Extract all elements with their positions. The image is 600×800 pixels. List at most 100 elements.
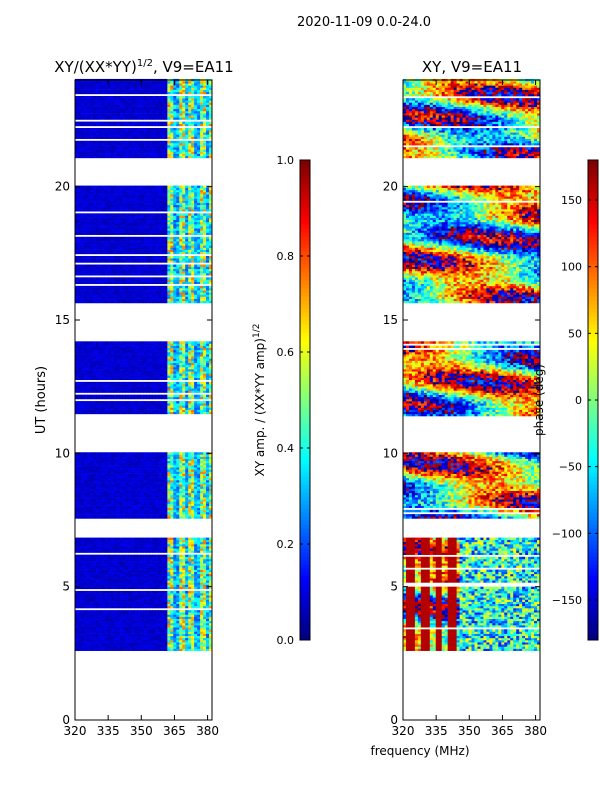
heatmap-cell (200, 644, 203, 646)
heatmap-cell (144, 512, 147, 514)
heatmap-cell (179, 625, 182, 627)
heatmap-cell (206, 495, 209, 497)
heatmap-cell (126, 510, 129, 512)
heatmap-cell (152, 454, 155, 456)
heatmap-cell (99, 384, 102, 386)
heatmap-cell (102, 403, 105, 405)
heatmap-cell (129, 544, 132, 546)
heatmap-cell (164, 561, 167, 563)
heatmap-cell (146, 591, 149, 593)
heatmap-cell (111, 471, 114, 473)
heatmap-cell (78, 638, 81, 640)
heatmap-cell (170, 629, 173, 631)
heatmap-cell (96, 602, 99, 604)
heatmap-cell (141, 491, 144, 493)
heatmap-cell (84, 512, 87, 514)
heatmap-cell (203, 478, 206, 480)
heatmap-cell (132, 550, 135, 552)
heatmap-cell (138, 510, 141, 512)
heatmap-cell (164, 565, 167, 567)
heatmap-cell (206, 582, 209, 584)
heatmap-cell (149, 629, 152, 631)
heatmap-cell (90, 497, 93, 499)
heatmap-cell (200, 602, 203, 604)
heatmap-cell (81, 570, 84, 572)
heatmap-cell (185, 495, 188, 497)
heatmap-cell (206, 516, 209, 518)
heatmap-cell (93, 555, 96, 557)
heatmap-cell (93, 610, 96, 612)
heatmap-cell (170, 578, 173, 580)
heatmap-cell (84, 638, 87, 640)
heatmap-cell (117, 582, 120, 584)
heatmap-cell (93, 386, 96, 388)
heatmap-cell (99, 614, 102, 616)
heatmap-cell (99, 506, 102, 508)
heatmap-cell (87, 604, 90, 606)
heatmap-cell (75, 644, 78, 646)
heatmap-cell (144, 644, 147, 646)
heatmap-cell (206, 476, 209, 478)
heatmap-cell (179, 627, 182, 629)
heatmap-cell (191, 563, 194, 565)
heatmap-cell (135, 514, 138, 516)
heatmap-cell (93, 484, 96, 486)
heatmap-cell (114, 410, 117, 412)
heatmap-cell (111, 373, 114, 375)
heatmap-cell (161, 410, 164, 412)
heatmap-cell (78, 604, 81, 606)
heatmap-cell (158, 499, 161, 501)
heatmap-cell (197, 503, 200, 505)
heatmap-cell (146, 631, 149, 633)
heatmap-cell (146, 627, 149, 629)
heatmap-cell (114, 508, 117, 510)
heatmap-cell (111, 465, 114, 467)
heatmap-cell (135, 610, 138, 612)
heatmap-cell (99, 459, 102, 461)
heatmap-cell (123, 582, 126, 584)
heatmap-cell (81, 546, 84, 548)
heatmap-cell (78, 512, 81, 514)
heatmap-cell (75, 516, 78, 518)
heatmap-cell (81, 489, 84, 491)
heatmap-cell (126, 486, 129, 488)
heatmap-cell (129, 614, 132, 616)
heatmap-cell (176, 514, 179, 516)
heatmap-cell (135, 638, 138, 640)
heatmap-cell (173, 640, 176, 642)
heatmap-cell (117, 567, 120, 569)
heatmap-cell (75, 570, 78, 572)
heatmap-cell (170, 644, 173, 646)
heatmap-cell (138, 617, 141, 619)
heatmap-cell (135, 378, 138, 380)
heatmap-cell (200, 471, 203, 473)
heatmap-cell (144, 465, 147, 467)
heatmap-cell (114, 501, 117, 503)
heatmap-cell (132, 555, 135, 557)
heatmap-cell (149, 410, 152, 412)
heatmap-cell (87, 614, 90, 616)
heatmap-cell (102, 629, 105, 631)
heatmap-cell (120, 386, 123, 388)
heatmap-cell (102, 614, 105, 616)
heatmap-cell (203, 631, 206, 633)
heatmap-cell (81, 508, 84, 510)
heatmap-cell (120, 649, 123, 651)
heatmap-cell (197, 454, 200, 456)
heatmap-cell (75, 467, 78, 469)
heatmap-cell (149, 478, 152, 480)
heatmap-cell (149, 499, 152, 501)
heatmap-cell (158, 642, 161, 644)
heatmap-cell (126, 410, 129, 412)
heatmap-cell (164, 540, 167, 542)
heatmap-cell (203, 493, 206, 495)
heatmap-cell (176, 493, 179, 495)
heatmap-cell (167, 489, 170, 491)
heatmap-cell (117, 480, 120, 482)
heatmap-cell (149, 625, 152, 627)
heatmap-cell (111, 642, 114, 644)
heatmap-cell (96, 482, 99, 484)
heatmap-cell (129, 591, 132, 593)
heatmap-cell (191, 482, 194, 484)
heatmap-cell (197, 559, 200, 561)
